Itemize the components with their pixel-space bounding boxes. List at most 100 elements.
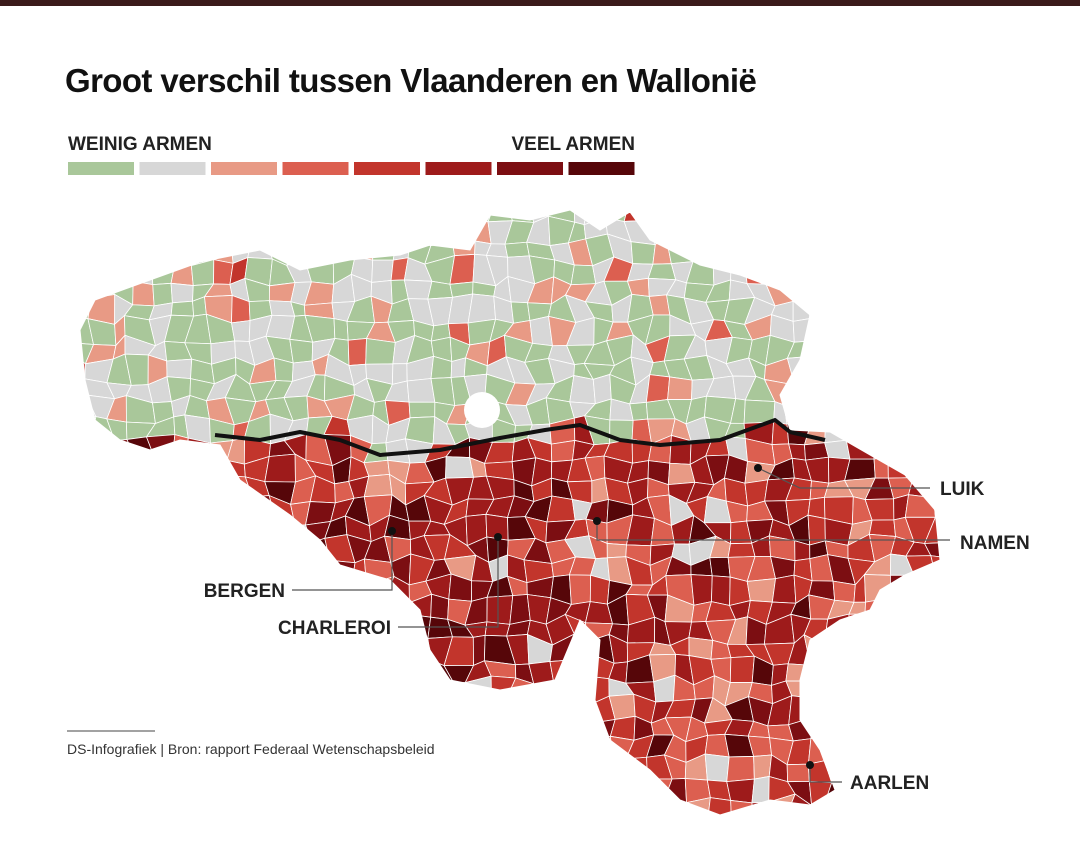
municipality	[303, 779, 336, 802]
municipality	[89, 219, 113, 243]
city-label: NAMEN	[960, 533, 1030, 554]
municipality	[80, 697, 86, 726]
municipality	[323, 718, 355, 742]
municipality	[166, 358, 193, 380]
municipality	[231, 320, 251, 342]
municipality	[846, 737, 877, 762]
municipality	[884, 374, 916, 407]
language-border	[214, 418, 826, 457]
municipality	[467, 293, 497, 324]
municipality	[926, 318, 940, 343]
municipality	[566, 758, 596, 784]
municipality	[404, 698, 436, 726]
municipality	[173, 513, 195, 540]
municipality	[824, 415, 855, 444]
municipality	[287, 210, 313, 227]
municipality	[147, 654, 177, 678]
municipality	[245, 634, 266, 661]
municipality	[545, 779, 574, 804]
municipality	[363, 799, 394, 815]
municipality	[809, 376, 832, 405]
municipality	[186, 681, 216, 699]
municipality	[629, 401, 649, 421]
municipality	[274, 542, 289, 563]
municipality	[207, 656, 232, 683]
legend-high-label: VEEL ARMEN	[511, 134, 635, 155]
municipality	[729, 655, 755, 683]
municipality	[505, 716, 535, 741]
municipality	[886, 799, 906, 815]
municipality	[143, 704, 176, 718]
municipality	[409, 817, 432, 837]
municipality	[80, 756, 87, 787]
municipality	[946, 737, 971, 766]
municipality	[912, 274, 933, 302]
municipality	[424, 778, 452, 800]
municipality	[923, 217, 940, 246]
municipality	[591, 818, 615, 845]
municipality	[530, 777, 549, 802]
municipality	[786, 763, 810, 783]
municipality	[125, 556, 155, 580]
municipality	[246, 776, 272, 803]
municipality	[623, 210, 649, 222]
municipality	[507, 777, 534, 800]
municipality	[264, 453, 296, 483]
municipality	[450, 357, 467, 378]
municipality	[903, 423, 933, 443]
municipality	[824, 216, 856, 240]
municipality	[803, 634, 837, 666]
municipality	[727, 542, 756, 558]
municipality	[864, 418, 896, 445]
municipality	[172, 210, 194, 221]
municipality	[185, 458, 211, 478]
municipality	[926, 816, 951, 845]
municipality	[71, 817, 87, 841]
municipality	[949, 274, 975, 297]
city-label: LUIK	[940, 479, 985, 500]
municipality	[644, 796, 669, 815]
municipality	[393, 638, 417, 667]
municipality	[131, 454, 156, 485]
municipality	[714, 210, 736, 227]
municipality	[826, 262, 853, 287]
municipality	[584, 776, 615, 806]
municipality	[84, 573, 116, 598]
municipality	[888, 210, 917, 221]
municipality	[871, 661, 890, 679]
municipality	[83, 556, 116, 577]
municipality	[945, 559, 972, 581]
municipality	[825, 677, 857, 699]
municipality	[564, 818, 594, 842]
municipality	[80, 484, 96, 506]
municipality	[925, 373, 940, 405]
municipality	[408, 401, 436, 419]
municipality	[170, 260, 194, 286]
municipality	[485, 739, 513, 766]
municipality	[510, 301, 531, 324]
legend-swatch	[497, 162, 563, 175]
legend-swatch	[211, 162, 277, 175]
municipality	[428, 210, 456, 224]
municipality	[906, 294, 931, 322]
municipality	[528, 683, 555, 699]
municipality	[104, 210, 135, 226]
municipality	[285, 780, 309, 807]
municipality	[188, 560, 216, 582]
municipality	[583, 210, 615, 226]
municipality	[726, 778, 755, 804]
municipality	[109, 641, 132, 661]
municipality	[527, 817, 549, 844]
municipality	[904, 217, 934, 242]
municipality	[948, 338, 973, 366]
municipality	[783, 376, 814, 406]
municipality	[546, 495, 576, 523]
municipality	[403, 279, 433, 300]
municipality	[305, 559, 331, 582]
municipality	[852, 819, 873, 846]
municipality	[849, 210, 875, 224]
municipality	[884, 254, 917, 278]
municipality	[251, 537, 276, 564]
municipality	[449, 253, 476, 285]
municipality	[308, 217, 327, 237]
